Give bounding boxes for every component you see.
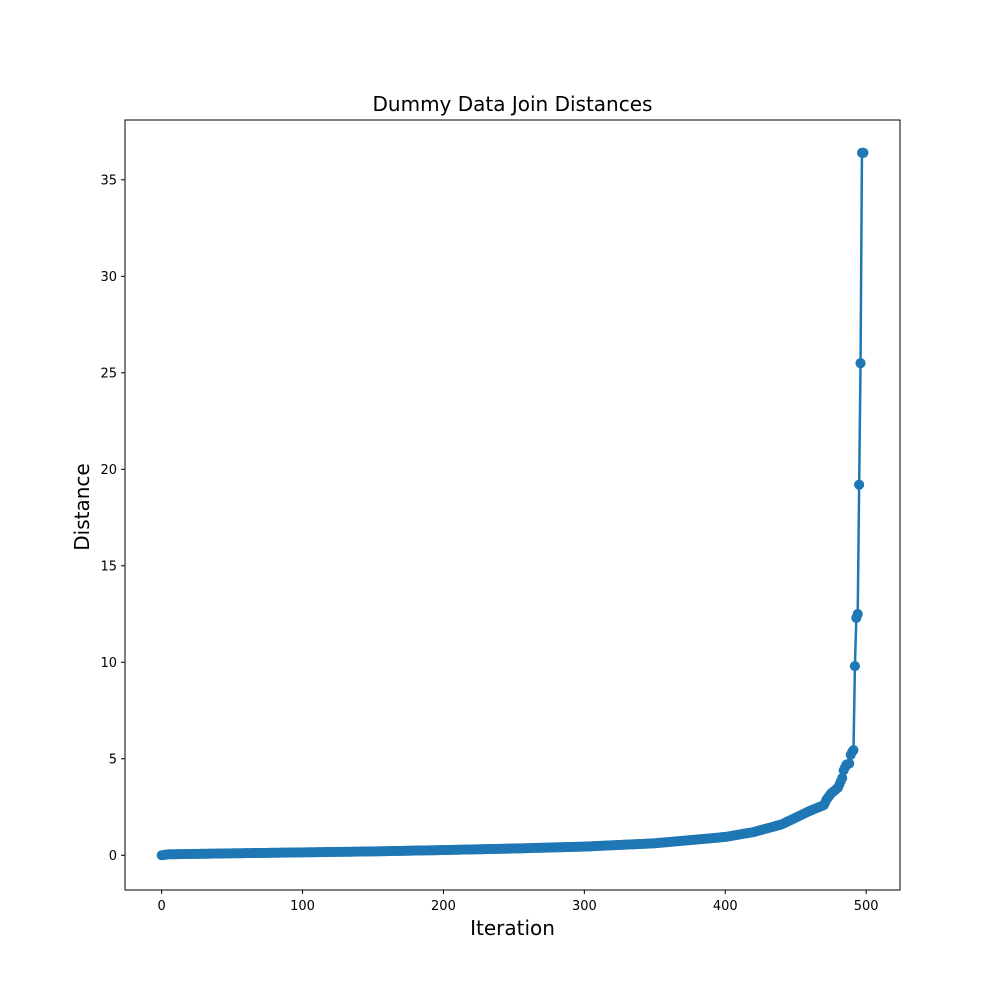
data-point [852,609,863,620]
data-point [858,147,869,158]
chart-title: Dummy Data Join Distances [373,92,653,116]
axis-ticks: 0 100 200 300 400 500 0 5 10 15 20 25 30 35 [100,173,878,914]
y-tick-label: 30 [100,270,117,285]
y-tick-label: 10 [100,656,117,671]
data-point [849,661,860,672]
y-tick-label: 35 [100,173,117,188]
y-axis-label: Distance [70,463,94,550]
y-tick-label: 0 [109,849,117,864]
series-line [161,151,864,857]
y-tick-label: 20 [100,463,117,478]
data-point [848,745,859,756]
y-tick-label: 5 [109,752,117,767]
y-tick-label: 15 [100,559,117,574]
x-tick-label: 100 [290,899,315,914]
data-point [854,479,865,490]
data-point [837,773,848,784]
x-tick-label: 0 [157,899,165,914]
series-group [156,147,869,861]
x-tick-label: 200 [431,899,456,914]
x-tick-label: 500 [854,899,879,914]
data-point [844,758,855,769]
y-tick-label: 25 [100,366,117,381]
x-tick-label: 400 [713,899,738,914]
x-axis-label: Iteration [470,916,555,940]
data-point [855,358,866,369]
plot-frame [124,119,901,891]
x-tick-label: 300 [572,899,597,914]
